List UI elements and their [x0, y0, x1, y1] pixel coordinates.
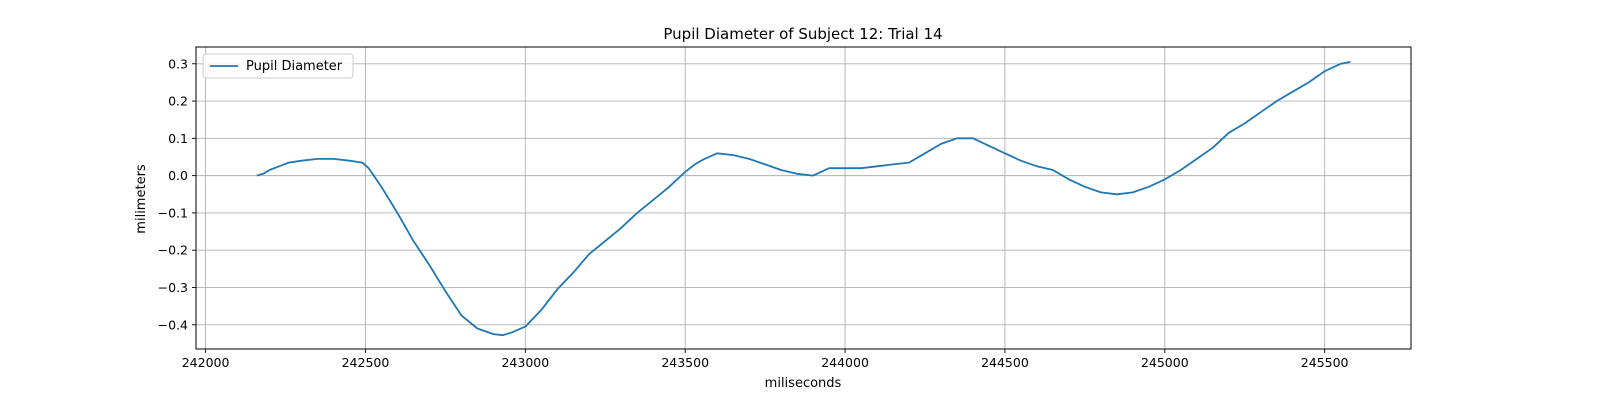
x-tick-label: 243500 — [661, 355, 709, 370]
y-tick-label: −0.3 — [158, 280, 188, 295]
x-axis-label: miliseconds — [765, 376, 842, 391]
x-tick-label: 244000 — [821, 355, 869, 370]
y-axis-ticks: −0.4 −0.3 −0.2 −0.1 0.0 0.1 0.2 0.3 — [158, 56, 196, 332]
gridlines — [196, 47, 1411, 349]
legend-label: Pupil Diameter — [246, 59, 343, 74]
y-tick-label: −0.1 — [158, 205, 188, 220]
plot-frame — [195, 46, 1412, 350]
y-tick-label: −0.2 — [158, 243, 188, 258]
x-tick-label: 244500 — [981, 355, 1029, 370]
x-tick-label: 245500 — [1301, 355, 1349, 370]
y-tick-label: 0.2 — [168, 94, 188, 109]
y-tick-label: 0.0 — [168, 168, 188, 183]
x-tick-label: 245000 — [1141, 355, 1189, 370]
y-axis-label: milimeters — [134, 164, 149, 234]
y-tick-label: 0.1 — [168, 131, 188, 146]
y-tick-label: −0.4 — [158, 317, 188, 332]
y-tick-label: 0.3 — [168, 56, 188, 71]
legend: Pupil Diameter — [202, 53, 354, 79]
x-tick-label: 242500 — [342, 355, 390, 370]
x-axis-ticks: 242000 242500 243000 243500 244000 244500 2450… — [182, 349, 1349, 370]
chart-title: Pupil Diameter of Subject 12: Trial 14 — [663, 25, 942, 43]
legend-box — [202, 53, 354, 79]
pupil-diameter-line — [256, 61, 1351, 337]
x-tick-label: 243000 — [501, 355, 549, 370]
x-tick-label: 242000 — [182, 355, 230, 370]
